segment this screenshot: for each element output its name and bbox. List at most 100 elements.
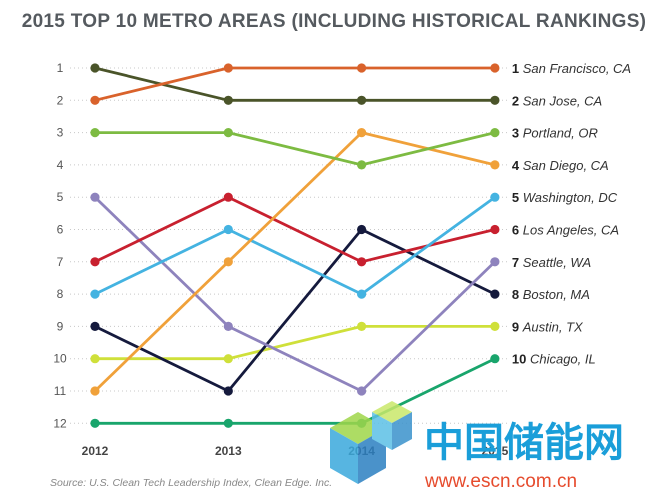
y-tick-label: 1 [57,61,64,75]
data-point [223,354,233,364]
series-label: 5 Washington, DC [512,190,618,205]
x-tick-label: 2013 [215,444,242,458]
watermark-text: 中国储能网 [424,420,624,466]
data-point [90,63,100,73]
series-rank: 3 [512,126,523,141]
data-point [90,386,100,396]
series-rank: 10 [512,352,530,367]
data-point [490,63,500,73]
data-point [90,289,100,299]
y-tick-label: 2 [57,93,64,107]
series-line [94,66,495,102]
data-point [90,128,100,138]
y-tick-label: 6 [57,223,64,237]
series-rank: 5 [512,190,523,205]
data-point [90,257,100,267]
data-point [357,386,367,396]
y-tick-label: 12 [53,416,67,430]
data-point [90,192,100,202]
y-tick-label: 8 [57,287,64,301]
series-rank: 6 [512,223,523,238]
data-point [490,192,500,202]
data-point [357,257,367,267]
data-point [90,321,100,331]
watermark-logo [330,401,412,484]
y-tick-label: 10 [53,352,67,366]
series-line [94,66,495,102]
series-name: Washington, DC [523,190,618,205]
series-rank: 9 [512,319,523,334]
data-point [357,289,367,299]
data-point [490,224,500,235]
data-point [90,95,100,105]
series-label: 2 San Jose, CA [512,93,602,108]
chart-title: 2015 TOP 10 METRO AREAS (INCLUDING HISTO… [22,11,647,32]
series-rank: 1 [512,61,523,76]
series-line [94,228,496,393]
data-point [223,224,233,235]
series-label: 4 San Diego, CA [512,158,609,173]
gridlines [70,67,510,424]
series-name: Boston, MA [523,287,590,302]
series-name: Portland, OR [523,126,598,141]
data-point [223,257,233,267]
series-label: 7 Seattle, WA [512,255,591,270]
x-tick-label: 2012 [82,444,109,458]
watermark: 中国储能网 www.escn.com.cn [330,401,624,492]
data-point [490,160,500,170]
y-tick-label: 5 [57,190,64,204]
series-line [95,357,496,425]
data-point [357,224,367,235]
x-tick-label: 2015 [482,444,509,458]
data-point [223,386,233,396]
series-label: 6 Los Angeles, CA [512,223,619,238]
y-tick-label: 9 [57,319,64,333]
y-tick-label: 4 [57,158,64,172]
data-point [357,95,367,105]
series-rank: 7 [512,255,523,270]
data-point [490,128,500,138]
data-point [490,95,500,105]
data-point [357,160,367,170]
series-name: San Francisco, CA [523,61,631,76]
series-name: San Jose, CA [523,93,603,108]
series-name: Chicago, IL [530,352,596,367]
series-labels: 1 San Francisco, CA 2 San Jose, CA 3 Portl… [512,61,631,367]
series-rank: 4 [512,158,523,173]
series-label: 8 Boston, MA [512,287,590,302]
series-name: Los Angeles, CA [523,223,619,238]
y-tick-label: 11 [54,384,67,398]
series-name: Seattle, WA [523,255,591,270]
data-point [223,128,233,138]
data-point [223,192,233,202]
series-line [95,131,496,167]
series-rank: 2 [512,93,523,108]
data-point [490,257,500,267]
data-point [223,418,233,428]
series-label: 9 Austin, TX [512,319,584,334]
y-tick-label: 3 [57,126,64,140]
data-point [357,128,367,138]
data-point [223,321,233,331]
series-name: San Diego, CA [523,158,609,173]
y-tick-label: 7 [57,255,64,269]
series-label: 3 Portland, OR [512,126,598,141]
watermark-url: www.escn.com.cn [424,471,577,492]
data-point [223,95,233,105]
data-point [490,354,500,364]
data-point [90,354,100,364]
data-point [490,321,500,331]
series-lines [90,63,500,428]
data-point [357,63,367,73]
data-point [90,418,100,428]
series-name: Austin, TX [522,319,584,334]
series-label: 1 San Francisco, CA [512,61,631,76]
source-note: Source: U.S. Clean Tech Leadership Index… [50,477,332,489]
series-label: 10 Chicago, IL [512,352,596,367]
data-point [357,321,367,331]
data-point [223,63,233,73]
series-line [94,196,496,296]
series-rank: 8 [512,287,523,302]
